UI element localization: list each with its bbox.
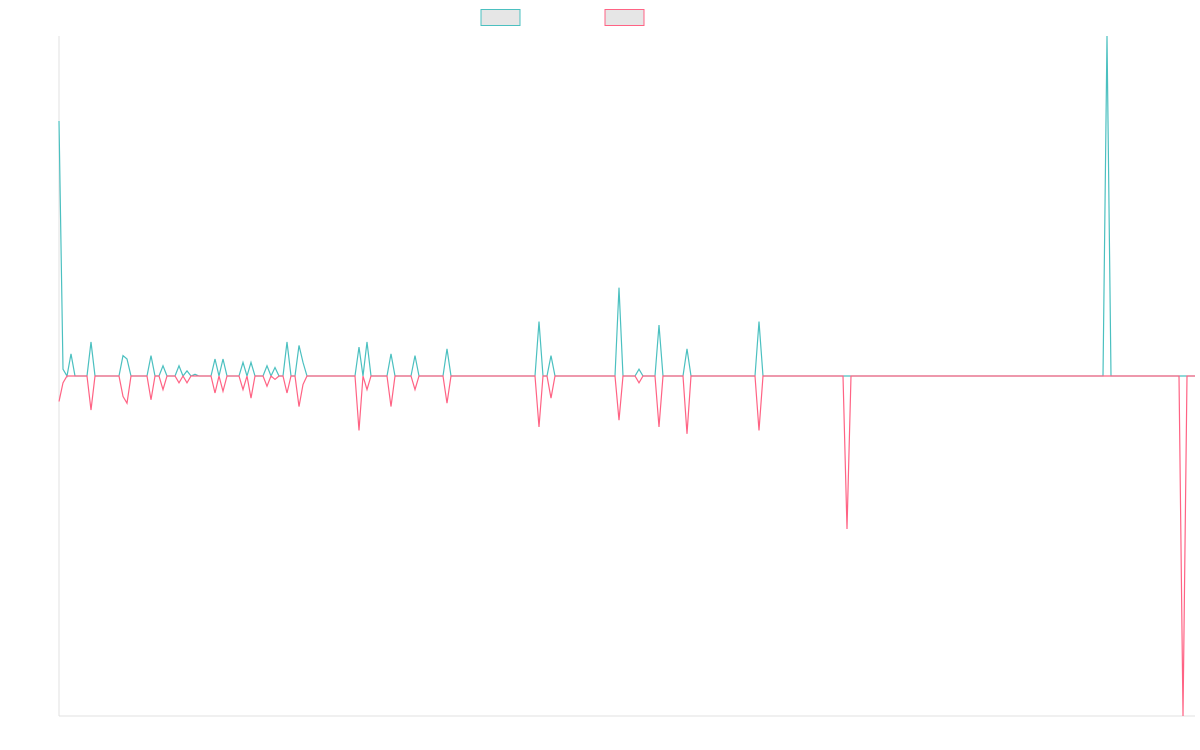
line-series (58, 374, 1195, 717)
legend-swatch (604, 9, 645, 26)
line-series (58, 35, 1195, 379)
legend-swatch (480, 9, 521, 26)
